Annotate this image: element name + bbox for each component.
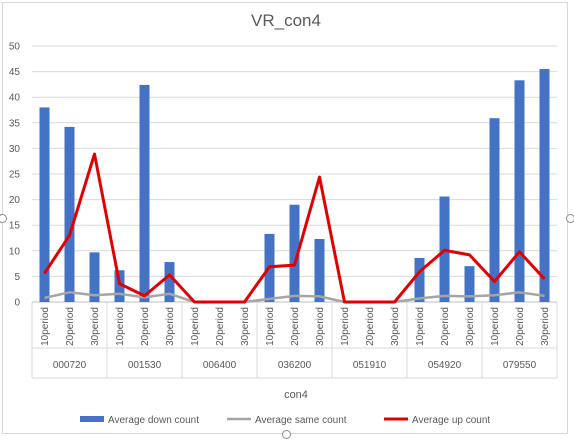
bar [414,257,425,302]
x-tick-label: 20period [365,307,376,346]
x-tick-label: 10period [340,307,351,346]
legend-label: Average up count [412,415,490,426]
x-tick-label: 30period [165,307,176,346]
group-label: 036200 [278,360,312,371]
bar [289,204,300,302]
y-tick-label: 20 [9,195,21,206]
x-tick-label: 20period [140,307,151,346]
y-tick-label: 10 [9,246,21,257]
x-tick-label: 20period [290,307,301,346]
group-label: 079550 [503,360,537,371]
x-tick-label: 30period [315,307,326,346]
group-label: 000720 [53,360,87,371]
x-tick-label: 30period [90,307,101,346]
legend-swatch [80,416,104,422]
x-tick-label: 10period [265,307,276,346]
x-tick-label: 20period [65,307,76,346]
x-tick-label: 20period [440,307,451,346]
bar [164,262,175,302]
y-axis-ticks: 0 5 10 15 20 25 30 35 40 45 50 [9,42,21,309]
group-label: 006400 [203,360,237,371]
y-tick-label: 35 [9,118,21,129]
bar [39,107,50,302]
x-tick-label: 20period [215,307,226,346]
y-tick-label: 5 [14,272,20,283]
resize-handle-left[interactable] [0,214,7,223]
x-tick-label: 10period [190,307,201,346]
y-tick-label: 25 [9,170,21,181]
x-tick-label: 30period [465,307,476,346]
series-line [43,152,546,304]
bar [89,252,100,302]
x-axis-title: con4 [284,389,308,401]
group-label: 001530 [128,360,162,371]
y-tick-label: 30 [9,144,21,155]
x-axis: 10period 20period 30period 000720 10period 20… [31,302,558,379]
legend-label: Average down count [108,415,199,426]
chart-title: VR_con4 [251,11,321,30]
chart-area[interactable] [2,2,568,434]
bar [489,118,500,302]
x-tick-label: 10period [115,307,126,346]
bar [464,266,475,302]
y-tick-label: 45 [9,67,21,78]
line-series [43,152,546,304]
series-line [44,291,545,304]
x-tick-label: 10period [40,307,51,346]
bar [539,69,550,302]
bar [139,84,150,302]
y-tick-label: 50 [9,42,21,53]
x-tick-label: 30period [240,307,251,346]
resize-handle-right[interactable] [566,214,574,223]
group-label: 054920 [428,360,462,371]
x-tick-label: 10period [415,307,426,346]
group-label: 051910 [353,360,387,371]
bar [514,80,525,302]
y-tick-label: 40 [9,93,21,104]
bar [114,270,125,302]
y-tick-label: 15 [9,221,21,232]
x-tick-label: 10period [490,307,501,346]
x-tick-label: 20period [515,307,526,346]
bar [64,126,75,302]
x-tick-label: 30period [390,307,401,346]
y-tick-label: 0 [14,298,20,309]
bar [314,239,325,302]
x-tick-label: 30period [540,307,551,346]
legend: Average down count Average same count Aver… [80,415,490,426]
legend-label: Average same count [255,415,347,426]
